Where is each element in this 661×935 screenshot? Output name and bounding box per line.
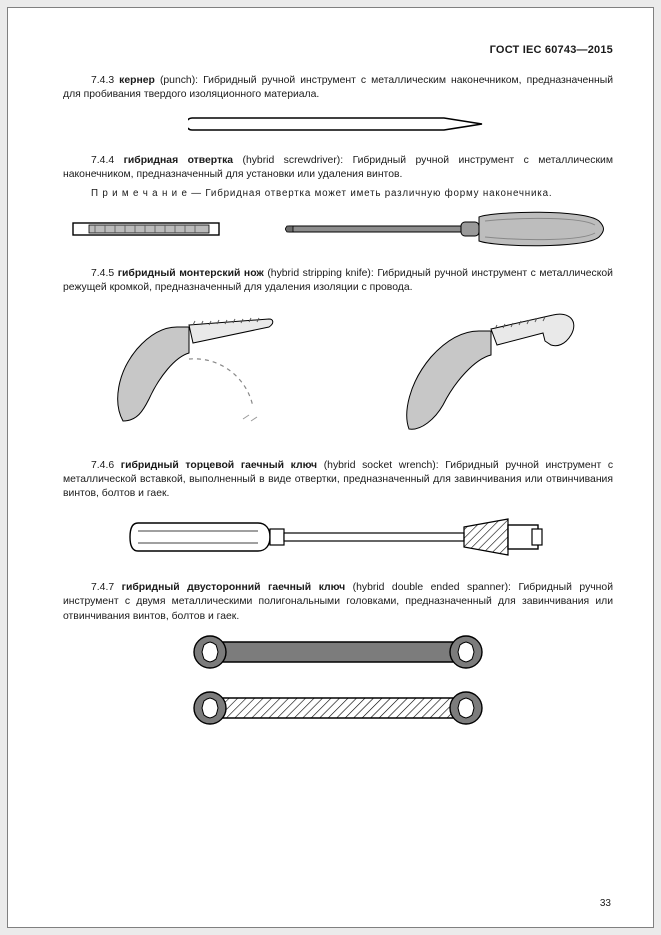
knife-left-icon — [93, 303, 283, 443]
spanner-hatched-icon — [188, 688, 488, 728]
screwdriver-icon — [285, 207, 605, 251]
note-label: П р и м е ч а н и е — [91, 188, 188, 199]
entry-paren: (hybrid stripping knife): — [264, 268, 378, 279]
entry-term: гибридная отвертка — [124, 155, 234, 166]
stage: ГОСТ IEC 60743—2015 7.4.3 кернер (punch)… — [0, 0, 661, 935]
entry-747: 7.4.7 гибридный двусторонний гаечный клю… — [63, 581, 613, 623]
fig-knife — [63, 303, 613, 443]
entry-743: 7.4.3 кернер (punch): Гибридный ручной и… — [63, 74, 613, 102]
page-number: 33 — [600, 898, 611, 909]
entry-744: 7.4.4 гибридная отвертка (hybrid screwdr… — [63, 154, 613, 182]
entry-746: 7.4.6 гибридный торцевой гаечный ключ (h… — [63, 459, 613, 501]
entry-term: гибридный монтерский нож — [118, 268, 264, 279]
entry-paren: (hybrid double ended spanner): — [345, 582, 518, 593]
entry-num: 7.4.7 — [91, 582, 114, 593]
entry-num: 7.4.4 — [91, 155, 114, 166]
socket-wrench-icon — [128, 509, 548, 565]
page-sheet: ГОСТ IEC 60743—2015 7.4.3 кернер (punch)… — [7, 7, 654, 928]
entry-term: кернер — [119, 75, 155, 86]
entry-paren: (hybrid screwdriver): — [233, 155, 353, 166]
fig-socket — [63, 509, 613, 565]
entry-num: 7.4.6 — [91, 460, 114, 471]
entry-num: 7.4.3 — [91, 75, 114, 86]
entry-744-note: П р и м е ч а н и е — Гибридная отвертка… — [63, 188, 613, 199]
entry-paren: (punch): — [155, 75, 203, 86]
spanner-solid-icon — [188, 632, 488, 672]
fig-screwdriver — [63, 207, 613, 251]
fig-spanner-1 — [63, 632, 613, 672]
note-text: — Гибридная отвертка может иметь различн… — [188, 188, 553, 199]
entry-745: 7.4.5 гибридный монтерский нож (hybrid s… — [63, 267, 613, 295]
entry-term: гибридный двусторонний гаечный ключ — [122, 582, 346, 593]
entry-num: 7.4.5 — [91, 268, 114, 279]
page-content: ГОСТ IEC 60743—2015 7.4.3 кернер (punch)… — [63, 44, 613, 897]
screwdriver-tip-icon — [71, 215, 221, 243]
knife-right-icon — [393, 303, 583, 443]
doc-header: ГОСТ IEC 60743—2015 — [63, 44, 613, 56]
entry-term: гибридный торцевой гаечный ключ — [121, 460, 317, 471]
fig-spanner-2 — [63, 688, 613, 728]
entry-paren: (hybrid socket wrench): — [317, 460, 445, 471]
fig-punch — [63, 110, 613, 138]
